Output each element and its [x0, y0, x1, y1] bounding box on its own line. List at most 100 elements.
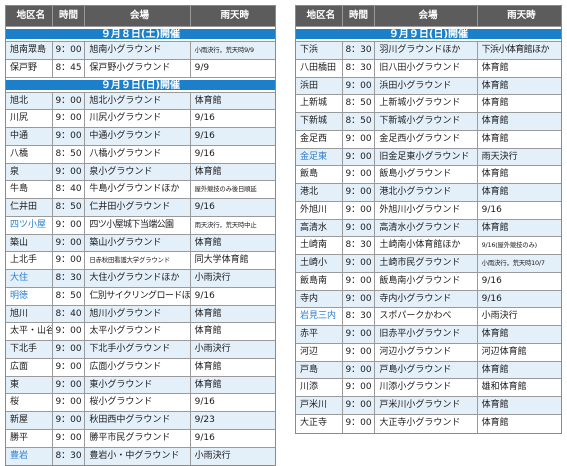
- district-cell: 大住: [6, 270, 53, 287]
- district-cell: 八橋: [6, 145, 53, 163]
- district-cell: 旭南眾島: [6, 42, 53, 59]
- table-row: 広面 9：00 広面小グラウンド 体育館: [6, 358, 275, 377]
- rain-plan-cell: 体育館: [194, 237, 222, 248]
- table-row: 大住 8：30 大住小グラウンドほか 小雨決行: [6, 270, 275, 288]
- district-cell: 新屋: [6, 412, 53, 429]
- venue-cell: 旭川小グラウンド: [85, 305, 191, 323]
- column-header: 雨天時: [220, 10, 250, 21]
- venue-cell: 飯島南小グラウンド: [375, 272, 478, 290]
- time-cell: 8：30: [343, 42, 376, 59]
- venue-cell: 仁別サイクリングロードほか: [85, 287, 191, 305]
- rain-plan-cell: 体育館: [481, 133, 509, 144]
- district-cell: 大正寺: [296, 414, 343, 433]
- column-header: 時間: [53, 6, 86, 26]
- venue-cell: 仁井田小グラウンド: [85, 199, 191, 216]
- venue-cell: 戸島小グラウンド: [375, 361, 478, 379]
- district-cell: 土崎南: [296, 237, 343, 254]
- rain-plan-cell: 9/23: [194, 415, 215, 425]
- table-row: 下新城 8：50 下新城小グラウンド 体育館: [296, 113, 561, 131]
- rain-plan-cell: 体育館: [481, 62, 509, 73]
- table-row: 築山 9：00 築山小グラウンド 体育館: [6, 234, 275, 253]
- rain-plan-cell: 体育館: [481, 98, 509, 109]
- time-cell: 9：00: [53, 412, 86, 429]
- table-row: 東 9：00 東小グラウンド 体育館: [6, 376, 275, 395]
- venue-cell: 築山小グラウンド: [85, 234, 191, 252]
- rain-plan-cell: 体育館: [481, 417, 509, 428]
- venue-cell: 土崎市民グラウンド: [375, 255, 478, 272]
- rain-plan-cell: 小雨決行: [194, 450, 231, 461]
- rain-plan-cell: 体育館: [194, 166, 222, 177]
- time-cell: 9：00: [53, 234, 86, 252]
- district-cell: 戸島: [296, 361, 343, 379]
- time-cell: 8：45: [53, 59, 86, 77]
- venue-cell: 土崎南小体育館ほか: [375, 237, 478, 254]
- time-cell: 9：00: [53, 110, 86, 127]
- time-cell: 9：00: [53, 323, 86, 340]
- table-row: 金足東 9：00 旧金足東小グラウンド 雨天決行: [296, 148, 561, 167]
- time-cell: 9：00: [53, 128, 86, 145]
- table-row: 河辺 9：00 河辺小グラウンド 河辺体育館: [296, 343, 561, 362]
- rain-plan-cell: 9/9: [194, 62, 210, 73]
- venue-cell: 下北手小グラウンド: [85, 341, 191, 358]
- district-cell: 川添: [296, 379, 343, 396]
- time-cell: 9：00: [343, 379, 376, 396]
- table-row: 豊岩 8：30 豊岩小・中グラウンド 小雨決行: [6, 447, 275, 466]
- venue-cell: 秋田西中グラウンド: [85, 412, 191, 429]
- rain-plan-cell: 9/16: [194, 290, 215, 301]
- table-row: 寺内 9：00 寺内小グラウンド 9/16: [296, 290, 561, 309]
- table-row: 戸米川 9：00 戸米川小グラウンド 体育館: [296, 397, 561, 415]
- venue-cell: 川添小グラウンド: [375, 379, 478, 396]
- table-row: 川添 9：00 川添小グラウンド 雄和体育館: [296, 379, 561, 397]
- district-cell: 外旭川: [296, 201, 343, 219]
- district-cell: 飯島南: [296, 272, 343, 290]
- district-cell: 下新城: [296, 113, 343, 130]
- venue-cell: 東小グラウンド: [85, 376, 191, 394]
- district-cell: 明徳: [6, 287, 53, 305]
- table-row: 中通 9：00 中通小グラウンド 9/16: [6, 128, 275, 146]
- time-cell: 9：00: [343, 201, 376, 219]
- time-cell: 8：30: [343, 237, 376, 254]
- rain-plan-cell: 体育館: [194, 308, 222, 319]
- rain-plan-cell: 9/16: [194, 432, 215, 443]
- table-row: 土崎小 9：00 土崎市民グラウンド 小雨決行，荒天時10/7: [296, 255, 561, 273]
- district-cell: 飯島: [296, 166, 343, 183]
- rain-plan-cell: 小雨決行: [481, 311, 518, 322]
- time-cell: 8：30: [343, 308, 376, 325]
- rain-plan-cell: 体育館: [194, 361, 222, 372]
- rain-plan-cell: 体育館: [481, 80, 509, 91]
- time-cell: 8：40: [53, 305, 86, 323]
- venue-cell: 河辺小グラウンド: [375, 343, 478, 361]
- time-cell: 9：00: [53, 394, 86, 411]
- district-cell: 保戸野: [6, 59, 53, 77]
- venue-cell: 下新城小グラウンド: [375, 113, 478, 130]
- rain-plan-cell: 同大学体育館: [194, 255, 249, 266]
- district-cell: 河辺: [296, 343, 343, 361]
- venue-cell: 旧金足東小グラウンド: [375, 148, 478, 166]
- district-cell: 下浜: [296, 42, 343, 59]
- table-row: 牛島 8：40 牛島小グラウンドほか 屋外競技のみ後日順延: [6, 181, 275, 199]
- district-cell: 東: [6, 376, 53, 394]
- district-cell: 上新城: [296, 95, 343, 112]
- rain-plan-cell: 9/16: [194, 397, 215, 408]
- rain-plan-cell: 9/16: [194, 113, 215, 124]
- table-row: 旭南眾島 9：00 旭南小グラウンド 小雨決行，荒天時9/9: [6, 42, 275, 60]
- time-cell: 9：00: [343, 361, 376, 379]
- date-section-header: ９月８日(土)開催: [6, 27, 275, 42]
- venue-cell: 大正寺小グラウンド: [375, 414, 478, 433]
- district-cell: 金足東: [296, 148, 343, 166]
- rain-plan-cell: 屋外競技のみ後日順延: [194, 185, 257, 194]
- time-cell: 9：00: [53, 376, 86, 394]
- date-section-bar: ９月９日(日)開催: [296, 29, 561, 40]
- rain-plan-cell: 河辺体育館: [481, 346, 527, 357]
- time-cell: 8：50: [53, 287, 86, 305]
- rain-plan-cell: 体育館: [481, 222, 509, 233]
- time-cell: 9：00: [343, 414, 376, 433]
- table-row: 下北手 9：00 下北手小グラウンド 小雨決行: [6, 341, 275, 359]
- district-cell: 八田橋田: [296, 59, 343, 77]
- table-row: 飯島 9：00 飯島小グラウンド 体育館: [296, 166, 561, 184]
- rain-plan-cell: 小雨決行，荒天時9/9: [194, 46, 254, 54]
- district-cell: 港北: [296, 184, 343, 201]
- district-cell: 旭北: [6, 92, 53, 110]
- time-cell: 9：00: [343, 255, 376, 272]
- district-cell: 牛島: [6, 181, 53, 198]
